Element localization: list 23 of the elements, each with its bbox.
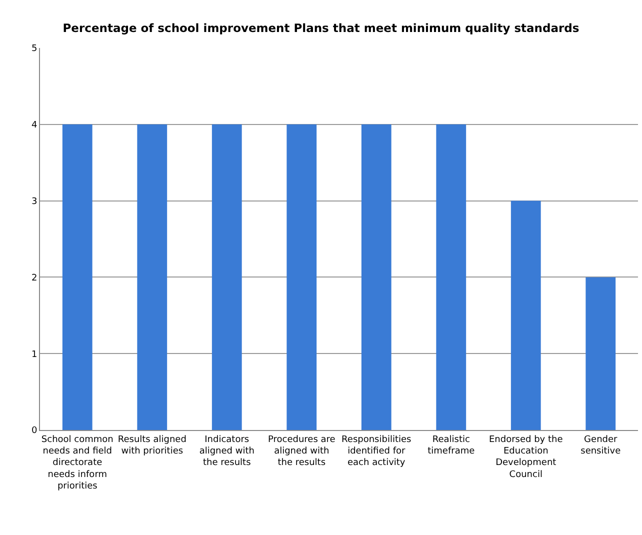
x-tick-label: Indicators aligned with the results (199, 434, 254, 468)
bar (62, 124, 92, 430)
bar (361, 124, 392, 430)
bar (286, 124, 317, 430)
x-tick-label: School common needs and field directorate needs inform priorities (41, 434, 114, 492)
x-tick-label: Realistic timeframe (428, 434, 476, 456)
y-tick-label: 4 (31, 120, 38, 131)
x-tick-label: Endorsed by the Education Development Council (488, 434, 564, 480)
y-tick-label: 2 (31, 273, 38, 284)
bar (436, 124, 466, 430)
y-tick-label: 5 (31, 44, 38, 54)
x-tick-label: Gender sensitive (580, 434, 622, 456)
x-tick-label: Responsibilities identified for each activity (342, 434, 412, 468)
bar (212, 124, 242, 430)
x-tick-label: Procedures are aligned with the results (268, 434, 336, 468)
y-tick-label: 3 (31, 196, 38, 207)
chart-title: Percentage of school improvement Plans that meet minimum quality standards (62, 21, 580, 36)
bar (510, 200, 541, 430)
y-tick-label: 0 (31, 426, 38, 436)
x-tick-label: Results aligned with priorities (118, 434, 186, 456)
bar (137, 124, 168, 430)
bar (586, 277, 616, 430)
y-tick-label: 1 (31, 350, 38, 360)
